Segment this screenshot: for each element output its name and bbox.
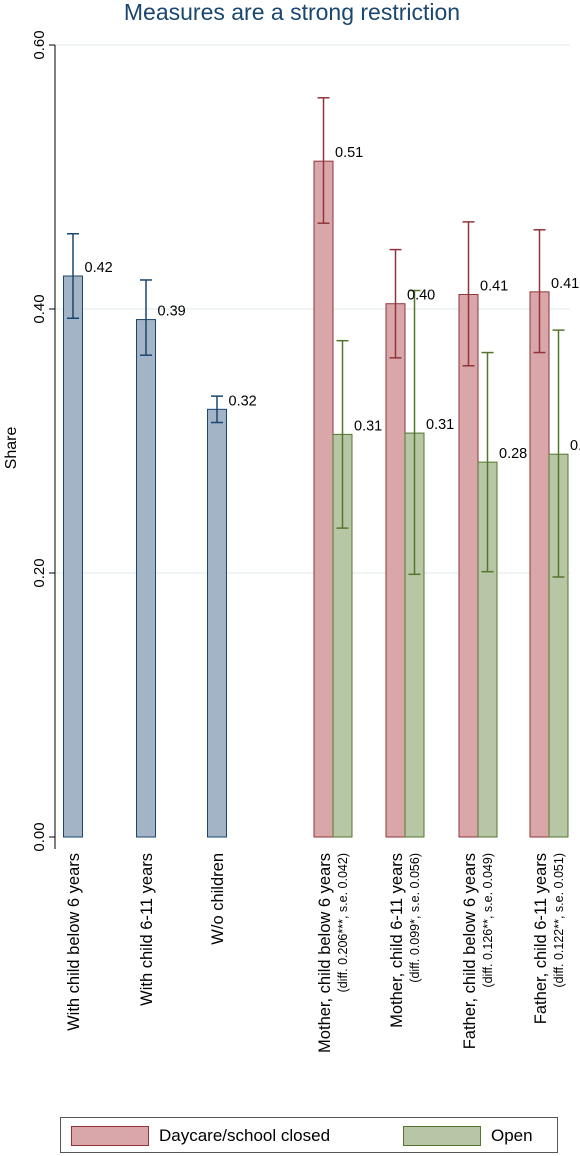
bar-all — [63, 275, 83, 838]
data-label: 0.29 — [570, 438, 580, 454]
legend: Daycare/school closed Open — [60, 1117, 558, 1153]
x-tick-label: Mother, child below 6 years — [316, 853, 334, 1053]
legend-item-open: Open — [403, 1126, 533, 1146]
data-label: 0.41 — [551, 276, 579, 292]
x-tick-label: Mother, child 6-11 years — [388, 853, 406, 1028]
x-tick-sublabel: (diff. 0.122**, s.e. 0.051) — [552, 853, 566, 988]
data-labels: 0.42 0.39 0.32 0.51 0.31 0.40 0.31 0.41 0.28 0.41… — [85, 145, 580, 462]
data-label: 0.39 — [158, 304, 186, 320]
bars — [63, 160, 569, 838]
x-tick-label: W/o children — [209, 853, 227, 945]
x-tick-label: Father, child 6-11 years — [532, 853, 550, 1024]
data-label: 0.32 — [229, 393, 257, 409]
data-label: 0.31 — [426, 417, 454, 433]
data-label: 0.31 — [354, 418, 382, 434]
y-axis: 0.00 0.20 0.40 0.60 — [31, 30, 56, 852]
legend-label-closed: Daycare/school closed — [159, 1126, 331, 1145]
x-axis-labels: With child below 6 years With child 6-11 … — [65, 853, 566, 1053]
x-tick-label: With child below 6 years — [65, 853, 83, 1031]
y-tick-label: 0.40 — [31, 294, 48, 323]
bar-closed — [313, 160, 334, 838]
data-label: 0.41 — [480, 278, 508, 294]
legend-item-closed: Daycare/school closed — [71, 1126, 330, 1146]
x-tick-label: With child 6-11 years — [138, 853, 156, 1006]
data-label: 0.51 — [335, 145, 363, 161]
data-label: 0.40 — [407, 288, 435, 304]
bar-closed — [529, 291, 550, 838]
chart-title: Measures are a strong restriction — [124, 0, 460, 25]
bar-all — [207, 408, 227, 838]
y-axis-label: Share — [3, 427, 20, 470]
legend-label-open: Open — [491, 1126, 533, 1145]
x-tick-sublabel: (diff. 0.206***, s.e. 0.042) — [336, 853, 350, 992]
x-tick-sublabel: (diff. 0.126**, s.e. 0.049) — [481, 853, 495, 988]
error-bars — [67, 97, 565, 578]
data-label: 0.42 — [85, 260, 113, 276]
x-tick-sublabel: (diff. 0.099*, s.e. 0.056) — [408, 853, 422, 983]
y-tick-label: 0.00 — [31, 822, 48, 851]
bar-closed — [385, 303, 406, 838]
y-tick-label: 0.20 — [31, 558, 48, 587]
y-tick-label: 0.60 — [31, 30, 48, 59]
legend-swatch-closed — [71, 1126, 149, 1146]
bar-all — [136, 319, 156, 838]
legend-swatch-open — [403, 1126, 481, 1146]
data-label: 0.28 — [499, 446, 527, 462]
bar-closed — [458, 293, 479, 838]
x-tick-label: Father, child below 6 years — [461, 853, 479, 1049]
